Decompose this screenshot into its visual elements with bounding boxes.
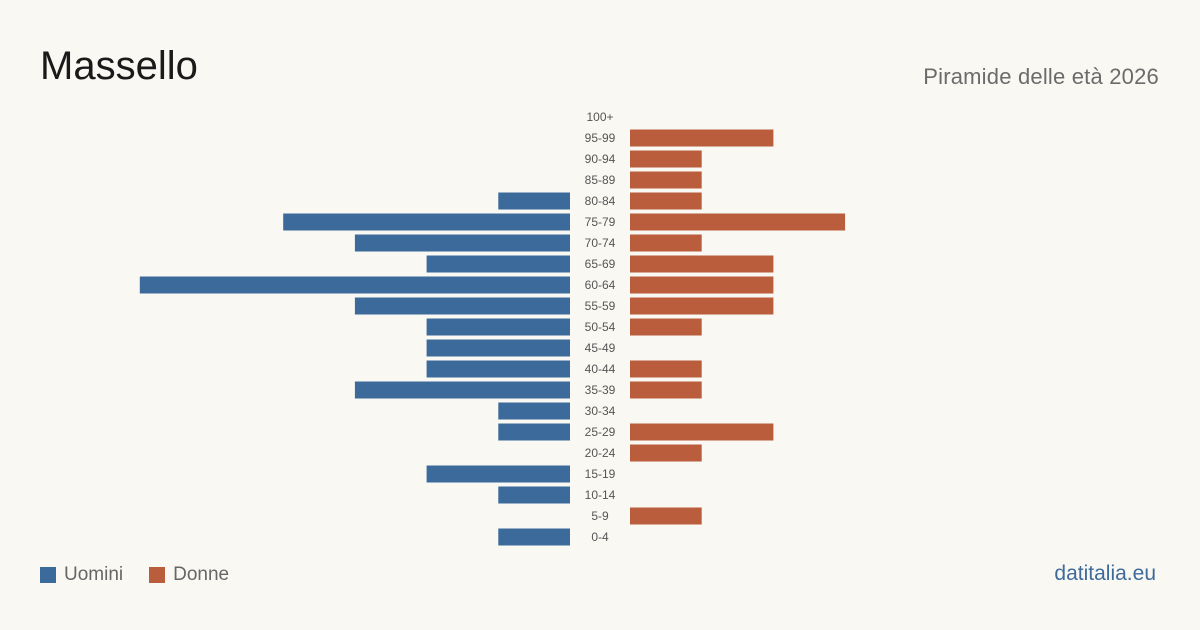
bar-men-45-49 xyxy=(426,339,570,357)
age-label-100plus: 100+ xyxy=(586,110,613,124)
age-label-40-44: 40-44 xyxy=(585,362,616,376)
brand-link[interactable]: datitalia.eu xyxy=(1054,562,1156,585)
bar-men-75-79 xyxy=(283,213,570,231)
age-label-30-34: 30-34 xyxy=(585,404,616,418)
age-label-15-19: 15-19 xyxy=(585,467,616,481)
bar-men-65-69 xyxy=(426,255,570,273)
bar-women-70-74 xyxy=(630,234,702,252)
bar-men-50-54 xyxy=(426,318,570,336)
legend-label-women: Donne xyxy=(173,564,230,585)
bar-women-35-39 xyxy=(630,381,702,399)
age-label-85-89: 85-89 xyxy=(585,173,616,187)
bar-women-90-94 xyxy=(630,150,702,168)
bar-women-65-69 xyxy=(630,255,774,273)
chart-title: Massello xyxy=(40,44,198,88)
age-label-70-74: 70-74 xyxy=(585,236,616,250)
bar-women-85-89 xyxy=(630,171,702,189)
bars-group xyxy=(139,129,846,546)
bar-women-50-54 xyxy=(630,318,702,336)
bar-men-40-44 xyxy=(426,360,570,378)
bar-women-20-24 xyxy=(630,444,702,462)
bar-men-35-39 xyxy=(354,381,570,399)
legend-item-men: Uomini xyxy=(40,564,123,586)
age-label-10-14: 10-14 xyxy=(585,488,616,502)
bar-women-25-29 xyxy=(630,423,774,441)
age-label-55-59: 55-59 xyxy=(585,299,616,313)
age-labels-group: 100+ 95-99 90-94 85-89 80-84 75-79 70-74 65-69 6… xyxy=(585,110,616,544)
bar-men-70-74 xyxy=(354,234,570,252)
age-label-45-49: 45-49 xyxy=(585,341,616,355)
bar-men-15-19 xyxy=(426,465,570,483)
age-label-0-4: 0-4 xyxy=(591,530,609,544)
legend-swatch-men xyxy=(40,567,56,583)
bar-men-60-64 xyxy=(139,276,571,294)
age-label-50-54: 50-54 xyxy=(585,320,616,334)
bar-women-75-79 xyxy=(630,213,846,231)
chart-subtitle: Piramide delle età 2026 xyxy=(923,64,1159,89)
age-label-60-64: 60-64 xyxy=(585,278,616,292)
legend-swatch-women xyxy=(149,567,166,583)
bar-men-30-34 xyxy=(498,402,570,420)
bar-women-40-44 xyxy=(630,360,702,378)
bar-men-80-84 xyxy=(498,192,570,210)
age-label-95-99: 95-99 xyxy=(585,131,616,145)
bar-women-5-9 xyxy=(630,507,702,525)
bar-women-80-84 xyxy=(630,192,702,210)
legend: Uomini Donne xyxy=(40,564,255,586)
age-label-75-79: 75-79 xyxy=(585,215,616,229)
age-label-25-29: 25-29 xyxy=(585,425,616,439)
age-label-35-39: 35-39 xyxy=(585,383,616,397)
bar-men-0-4 xyxy=(498,528,570,546)
bar-men-25-29 xyxy=(498,423,570,441)
age-label-80-84: 80-84 xyxy=(585,194,616,208)
legend-item-women: Donne xyxy=(149,564,229,586)
bar-women-95-99 xyxy=(630,129,774,147)
bar-women-60-64 xyxy=(630,276,774,294)
age-label-20-24: 20-24 xyxy=(585,446,616,460)
bar-men-55-59 xyxy=(354,297,570,315)
age-label-90-94: 90-94 xyxy=(585,152,616,166)
bar-women-55-59 xyxy=(630,297,774,315)
age-label-65-69: 65-69 xyxy=(585,257,616,271)
age-label-5-9: 5-9 xyxy=(591,509,609,523)
bar-men-10-14 xyxy=(498,486,570,504)
legend-label-men: Uomini xyxy=(64,564,124,585)
